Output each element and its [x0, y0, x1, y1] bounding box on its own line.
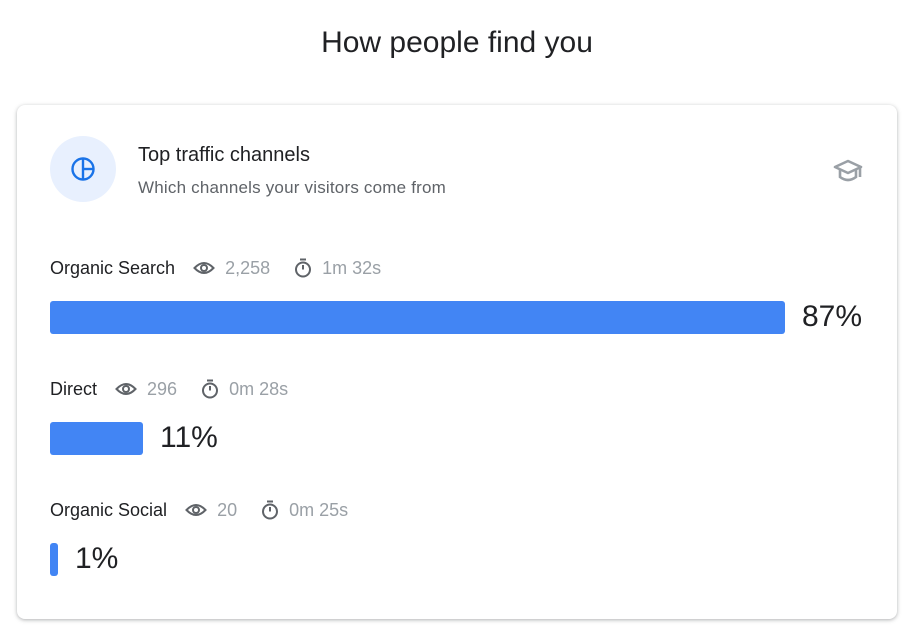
avg-duration: 0m 28s [229, 378, 289, 399]
channel-bar [50, 300, 785, 334]
channel-row: Direct 296 0m 28s 11% [50, 377, 880, 455]
pie-chart-icon [50, 136, 116, 202]
channel-row: Organic Social 20 0m 25s 1% [50, 498, 880, 576]
channel-percent: 11% [160, 421, 218, 454]
channel-name: Organic Social [50, 499, 168, 520]
channel-bar [50, 421, 143, 455]
timer-icon [201, 379, 229, 399]
graduation-cap-icon[interactable] [832, 157, 864, 185]
eye-icon [115, 382, 147, 396]
channel-bar [50, 542, 58, 576]
avg-duration: 0m 25s [289, 499, 349, 520]
views-count: 2,258 [225, 257, 271, 278]
timer-icon [294, 258, 322, 278]
timer-icon [261, 500, 289, 520]
traffic-channels-card: Top traffic channels Which channels your… [17, 105, 897, 619]
channel-name: Direct [50, 378, 98, 399]
views-count: 20 [217, 499, 238, 520]
channel-name: Organic Search [50, 257, 176, 278]
views-count: 296 [147, 378, 178, 399]
channel-row: Organic Search 2,258 1m 32s 87% [50, 256, 880, 334]
eye-icon [193, 261, 225, 275]
channel-percent: 1% [75, 542, 119, 575]
avg-duration: 1m 32s [322, 257, 382, 278]
card-title: Top traffic channels [138, 144, 310, 166]
channel-percent: 87% [802, 300, 863, 333]
eye-icon [185, 503, 217, 517]
card-subtitle: Which channels your visitors come from [138, 178, 447, 197]
page-title: How people find you [321, 26, 593, 59]
